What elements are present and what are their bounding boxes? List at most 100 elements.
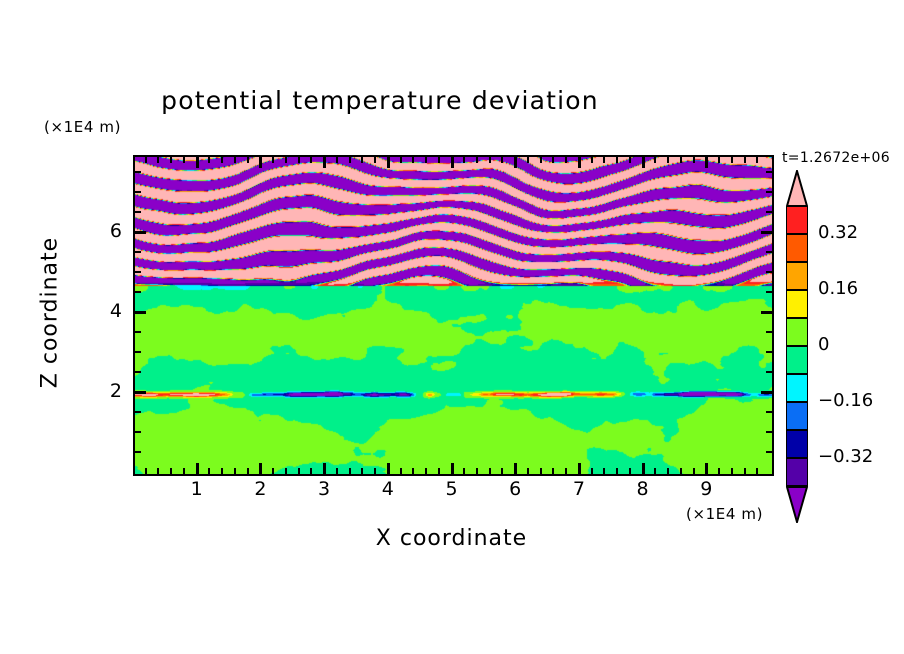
x-major-tick-top (259, 157, 262, 168)
y-major-tick (135, 391, 146, 394)
contour-canvas (135, 157, 772, 474)
colorbar-tick-label: 0 (818, 334, 830, 355)
contour-field (133, 155, 774, 476)
x-tick-label: 2 (254, 478, 267, 500)
x-minor-tick (616, 468, 618, 474)
x-minor-tick-top (693, 157, 695, 163)
x-minor-tick (489, 468, 491, 474)
x-minor-tick-top (336, 157, 338, 163)
colorbar-band (786, 234, 808, 262)
x-minor-tick (361, 468, 363, 474)
y-minor-tick-right (766, 291, 772, 293)
y-minor-tick-right (766, 331, 772, 333)
x-minor-tick-top (540, 157, 542, 163)
x-minor-tick-top (425, 157, 427, 163)
x-minor-tick-top (272, 157, 274, 163)
y-minor-tick-right (766, 451, 772, 453)
x-minor-tick-top (438, 157, 440, 163)
y-minor-tick (135, 171, 141, 173)
x-minor-tick (221, 468, 223, 474)
x-minor-tick-top (463, 157, 465, 163)
x-minor-tick-top (476, 157, 478, 163)
x-minor-tick (680, 468, 682, 474)
colorbar-tick-label: −0.32 (818, 446, 874, 467)
y-major-tick-right (761, 391, 772, 394)
x-minor-tick-top (667, 157, 669, 163)
x-major-tick-top (578, 157, 581, 168)
y-minor-tick (135, 271, 141, 273)
x-major-tick (387, 463, 390, 474)
x-minor-tick-top (247, 157, 249, 163)
time-annotation: t=1.2672e+06 (782, 150, 890, 166)
page-title: potential temperature deviation (161, 86, 599, 115)
x-minor-tick-top (565, 157, 567, 163)
x-minor-tick (285, 468, 287, 474)
x-minor-tick-top (400, 157, 402, 163)
x-minor-tick (272, 468, 274, 474)
y-minor-tick-right (766, 251, 772, 253)
x-minor-tick-top (527, 157, 529, 163)
x-major-tick (323, 463, 326, 474)
x-minor-tick (744, 468, 746, 474)
x-minor-tick-top (718, 157, 720, 163)
x-tick-label: 8 (636, 478, 649, 500)
x-minor-tick (756, 468, 758, 474)
x-major-tick-top (387, 157, 390, 168)
colorbar-band (786, 206, 808, 234)
x-minor-tick-top (616, 157, 618, 163)
y-minor-tick-right (766, 271, 772, 273)
colorbar-band (786, 346, 808, 374)
y-minor-tick-right (766, 431, 772, 433)
y-minor-tick (135, 451, 141, 453)
y-minor-tick (135, 431, 141, 433)
colorbar-band (786, 262, 808, 290)
x-tick-label: 5 (445, 478, 458, 500)
colorbar-band (786, 374, 808, 402)
y-minor-tick (135, 211, 141, 213)
colorbar-tick-label: 0.16 (818, 278, 859, 299)
x-minor-tick (501, 468, 503, 474)
y-minor-tick-right (766, 211, 772, 213)
x-minor-tick-top (731, 157, 733, 163)
y-minor-tick-right (766, 351, 772, 353)
colorbar-over-arrow (785, 167, 809, 207)
x-tick-label: 1 (190, 478, 203, 500)
x-minor-tick-top (234, 157, 236, 163)
x-minor-tick (310, 468, 312, 474)
x-minor-tick (527, 468, 529, 474)
y-minor-tick-right (766, 191, 772, 193)
colorbar-band (786, 458, 808, 486)
x-minor-tick (667, 468, 669, 474)
colorbar-band (786, 430, 808, 458)
x-minor-tick-top (756, 157, 758, 163)
y-minor-tick (135, 251, 141, 253)
colorbar (785, 167, 809, 530)
x-major-tick (514, 463, 517, 474)
x-minor-tick (731, 468, 733, 474)
x-tick-label: 3 (318, 478, 331, 500)
x-minor-tick-top (489, 157, 491, 163)
x-minor-tick-top (374, 157, 376, 163)
colorbar-band (786, 318, 808, 346)
x-minor-tick (234, 468, 236, 474)
x-minor-tick (540, 468, 542, 474)
x-major-tick (578, 463, 581, 474)
x-major-tick (259, 463, 262, 474)
x-minor-tick (425, 468, 427, 474)
y-minor-tick-right (766, 371, 772, 373)
y-minor-tick (135, 291, 141, 293)
x-minor-tick (603, 468, 605, 474)
x-major-tick (642, 463, 645, 474)
x-major-tick-top (451, 157, 454, 168)
y-tick-label: 4 (109, 300, 122, 322)
y-major-tick (135, 231, 146, 234)
x-minor-tick (183, 468, 185, 474)
x-major-tick-top (323, 157, 326, 168)
x-major-tick (705, 463, 708, 474)
y-minor-tick-right (766, 411, 772, 413)
z-unit-label: (×1E4 m) (44, 118, 122, 136)
x-minor-tick (145, 468, 147, 474)
x-minor-tick-top (145, 157, 147, 163)
y-minor-tick (135, 331, 141, 333)
x-minor-tick (629, 468, 631, 474)
